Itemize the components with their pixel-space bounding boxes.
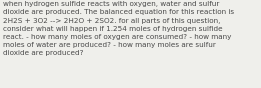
Text: when hydrogen sulfide reacts with oxygen, water and sulfur
dioxide are produced.: when hydrogen sulfide reacts with oxygen… [3,1,234,56]
